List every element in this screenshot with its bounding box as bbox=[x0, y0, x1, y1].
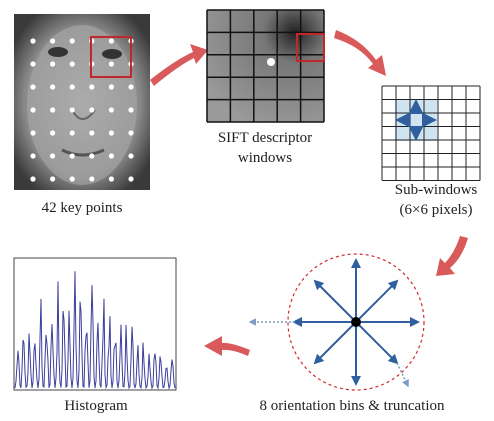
figure: 42 key points SIFT descriptor windows Su… bbox=[0, 0, 494, 421]
keypoint-dot bbox=[30, 107, 35, 112]
keypoint-dot bbox=[109, 176, 114, 181]
keypoint-dot bbox=[50, 107, 55, 112]
keypoint-dot bbox=[50, 153, 55, 158]
keypoint-dot bbox=[70, 61, 75, 66]
keypoint-dot bbox=[50, 61, 55, 66]
keypoint-dot bbox=[109, 84, 114, 89]
keypoint-dot bbox=[109, 153, 114, 158]
keypoint-dot bbox=[70, 153, 75, 158]
keypoint-dot bbox=[30, 38, 35, 43]
sift-window bbox=[207, 10, 324, 122]
sift-label: SIFT descriptor bbox=[218, 130, 312, 146]
keypoint-dot bbox=[128, 84, 133, 89]
sift-label: windows bbox=[238, 150, 292, 166]
keypoint-dot bbox=[89, 176, 94, 181]
keypoint-dot bbox=[128, 107, 133, 112]
keypoint-dot bbox=[109, 61, 114, 66]
keypoints-label: 42 key points bbox=[42, 200, 123, 216]
keypoint-dot bbox=[70, 84, 75, 89]
keypoint-dot bbox=[128, 176, 133, 181]
keypoint-dot bbox=[50, 130, 55, 135]
subwindow-label: Sub-windows bbox=[395, 182, 478, 198]
keypoint-dot bbox=[50, 176, 55, 181]
histogram-label: Histogram bbox=[64, 398, 128, 414]
keypoint-dot bbox=[89, 130, 94, 135]
keypoint-dot bbox=[109, 130, 114, 135]
keypoint-dot bbox=[50, 38, 55, 43]
orientation-arrow bbox=[356, 281, 397, 322]
keypoint-dot bbox=[70, 176, 75, 181]
keypoint-dot bbox=[70, 130, 75, 135]
orientation-arrow bbox=[315, 322, 356, 363]
keypoint-dot bbox=[30, 130, 35, 135]
orientation-arrow bbox=[356, 322, 397, 363]
keypoint-dot bbox=[30, 84, 35, 89]
orientation-arrow bbox=[315, 281, 356, 322]
face-image bbox=[14, 14, 150, 190]
keypoint-dot bbox=[89, 153, 94, 158]
histogram bbox=[14, 258, 176, 390]
keypoint-dot bbox=[30, 153, 35, 158]
keypoint-dot bbox=[128, 153, 133, 158]
keypoint-dot bbox=[109, 107, 114, 112]
orientation-label: 8 orientation bins & truncation bbox=[260, 398, 445, 414]
keypoint-dot bbox=[89, 84, 94, 89]
orientation-bins bbox=[250, 254, 424, 390]
keypoint-dot bbox=[89, 107, 94, 112]
keypoint-dot bbox=[128, 130, 133, 135]
keypoint-dot bbox=[30, 176, 35, 181]
keypoint-dot bbox=[50, 84, 55, 89]
keypoint-dot bbox=[109, 38, 114, 43]
sub-windows bbox=[382, 86, 480, 181]
keypoint-dot bbox=[70, 107, 75, 112]
keypoint-dot bbox=[70, 38, 75, 43]
subwindow-label: (6×6 pixels) bbox=[399, 202, 472, 218]
keypoint-dot bbox=[30, 61, 35, 66]
